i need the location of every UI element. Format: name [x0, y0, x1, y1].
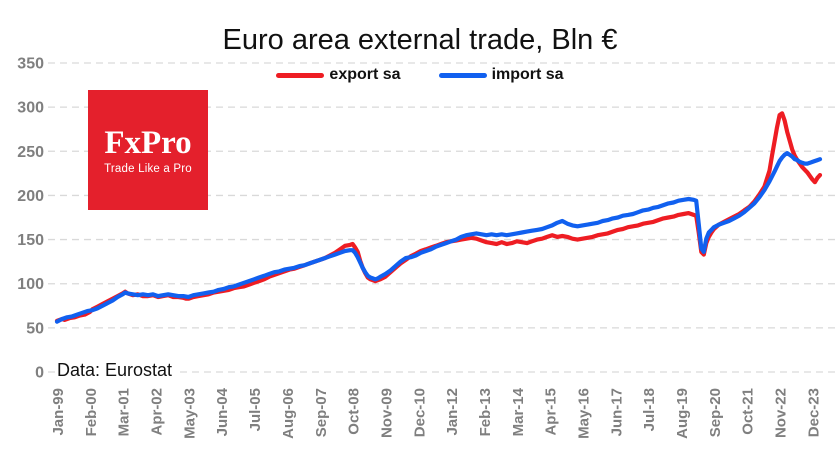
- x-axis-label: Aug-19: [674, 388, 691, 439]
- legend-label-export: export sa: [329, 66, 401, 83]
- x-axis-label: Sep-20: [707, 388, 724, 437]
- x-axis-label: Jun-04: [214, 387, 231, 436]
- x-axis-label: Mar-01: [116, 388, 133, 436]
- x-axis-label: Dec-10: [411, 388, 428, 437]
- x-axis-label: Apr-02: [149, 388, 166, 436]
- y-axis-label: 350: [17, 56, 44, 73]
- x-axis-label: Jan-12: [444, 388, 461, 436]
- fxpro-logo: FxPro Trade Like a Pro: [88, 90, 208, 210]
- x-axis-label: Jan-99: [50, 388, 67, 436]
- x-axis-label: Jul-05: [247, 388, 264, 431]
- x-axis-label: Nov-09: [378, 388, 395, 438]
- x-axis-label: Jun-17: [608, 388, 625, 436]
- x-axis-label: Apr-15: [543, 388, 560, 436]
- x-axis-label: Nov-22: [773, 388, 790, 438]
- x-axis-label: May-03: [181, 388, 198, 439]
- x-axis-label: Oct-08: [346, 388, 363, 435]
- legend-label-import: import sa: [491, 66, 564, 83]
- x-axis-label: Sep-07: [313, 388, 330, 437]
- import-sa-line: [54, 151, 823, 324]
- data-source-note: Data: Eurostat: [55, 360, 181, 381]
- x-axis-label: Jul-18: [641, 388, 658, 431]
- x-axis-label: Aug-06: [280, 388, 297, 439]
- x-axis-label: Oct-21: [740, 388, 757, 435]
- y-axis-label: 100: [17, 276, 44, 293]
- legend-item-export: export sa: [276, 66, 401, 84]
- legend-item-import: import sa: [438, 66, 564, 84]
- y-axis-label: 250: [17, 144, 44, 161]
- x-axis-label: Mar-14: [510, 387, 527, 436]
- y-axis-label: 300: [17, 100, 44, 117]
- chart-title: Euro area external trade, Bln €: [222, 24, 618, 56]
- y-axis-label: 200: [17, 188, 44, 205]
- y-axis-label: 0: [35, 365, 44, 382]
- x-axis-label: Dec-23: [805, 388, 822, 437]
- import-line-swatch: [438, 72, 487, 78]
- x-axis-label: Feb-13: [477, 388, 494, 436]
- fxpro-logo-tagline: Trade Like a Pro: [104, 162, 192, 175]
- x-axis-label: May-16: [576, 388, 593, 439]
- fxpro-logo-brand: FxPro: [104, 124, 192, 161]
- y-axis-label: 150: [17, 232, 44, 249]
- export-line-swatch: [276, 72, 325, 78]
- x-axis-label: Feb-00: [83, 388, 100, 436]
- y-axis-label: 50: [26, 320, 44, 337]
- chart-legend: export sa import sa: [0, 66, 840, 84]
